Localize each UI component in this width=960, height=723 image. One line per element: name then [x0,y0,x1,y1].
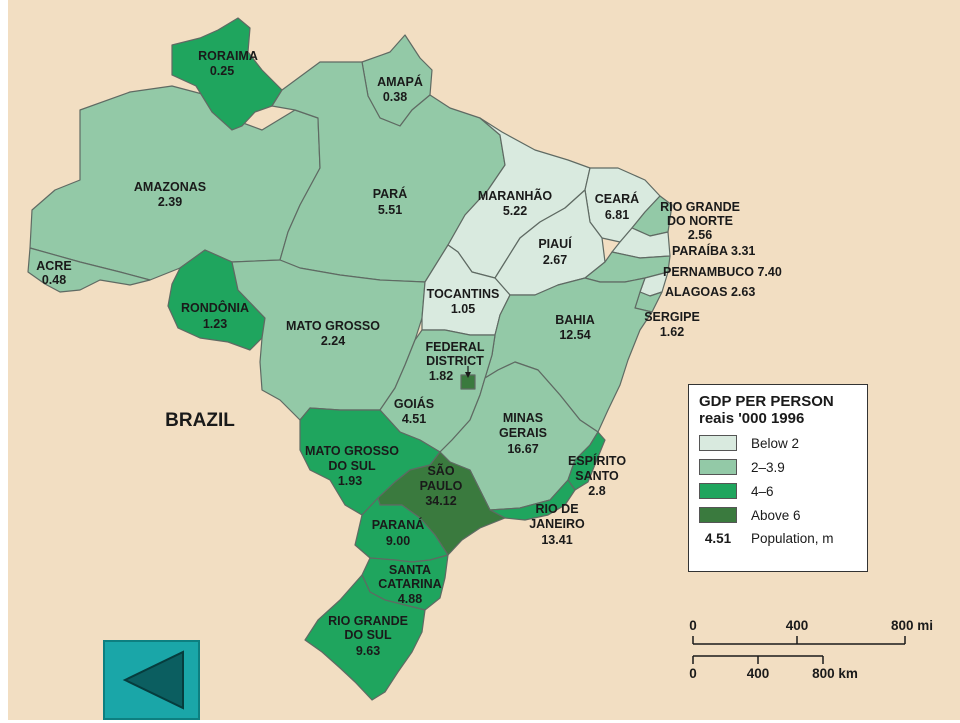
label-df-name1: FEDERAL [425,340,484,354]
state-espirito-santo [567,431,606,491]
country-label: BRAZIL [165,410,235,431]
label-goias-name: GOIÁS [394,396,434,411]
label-sp-pop: 34.12 [425,494,456,508]
label-maranhao-name: MARANHÃO [478,188,553,203]
legend-item: Above 6 [699,507,857,523]
label-ceara-pop: 6.81 [605,208,629,222]
label-rgn-name1: RIO GRANDE [660,200,740,214]
scale-km-tick-2: 800 km [812,666,858,681]
brazil-map: RORAIMA 0.25 AMAPÁ 0.38 AMAZONAS 2.39 PA… [27,17,933,701]
scale-bar: 0 400 800 mi 0 400 800 km [689,618,933,681]
label-df-name2: DISTRICT [426,354,484,368]
label-mgs-name1: MATO GROSSO [305,444,399,458]
state-rio-grande-do-sul [304,574,426,701]
label-mato-grosso-pop: 2.24 [321,334,345,348]
label-rgs-name2: DO SUL [344,628,392,642]
label-amazonas-name: AMAZONAS [134,180,206,194]
legend-item: Below 2 [699,435,857,451]
label-tocantins-name: TOCANTINS [427,287,500,301]
scale-mi-tick-0: 0 [689,618,697,633]
scale-km-tick-1: 400 [747,666,770,681]
label-piaui-pop: 2.67 [543,253,567,267]
label-es-pop: 2.8 [588,484,605,498]
label-para-pop: 5.51 [378,203,402,217]
label-para-name: PARÁ [373,186,408,201]
legend-swatch-above-6 [699,507,737,523]
label-mgs-pop: 1.93 [338,474,362,488]
state-labels: RORAIMA 0.25 AMAPÁ 0.38 AMAZONAS 2.39 PA… [36,49,782,658]
label-parana-pop: 9.00 [386,534,410,548]
label-piaui-name: PIAUÍ [538,236,572,251]
label-rgs-name1: RIO GRANDE [328,614,408,628]
label-mg-name1: MINAS [503,411,543,425]
label-sc-pop: 4.88 [398,592,422,606]
map-frame: RORAIMA 0.25 AMAPÁ 0.38 AMAZONAS 2.39 PA… [8,0,960,720]
label-alagoas: ALAGOAS 2.63 [665,285,755,299]
label-es-name1: ESPÍRITO [568,453,626,468]
label-sergipe-pop: 1.62 [660,325,684,339]
label-mg-name2: GERAIS [499,426,547,440]
label-roraima-pop: 0.25 [210,64,234,78]
label-pernambuco: PERNAMBUCO 7.40 [663,265,782,279]
label-ceara-name: CEARÁ [595,191,639,206]
label-sergipe-name: SERGIPE [644,310,700,324]
state-acre [27,247,151,293]
legend: GDP PER PERSON reais '000 1996 Below 2 2… [688,384,868,572]
label-amapa-name: AMAPÁ [377,74,423,89]
label-goias-pop: 4.51 [402,412,426,426]
scale-km-tick-0: 0 [689,666,697,681]
legend-population-label: Population, m [751,531,834,546]
label-rgn-name2: DO NORTE [667,214,733,228]
legend-label: 4–6 [751,483,774,499]
label-bahia-pop: 12.54 [559,328,590,342]
legend-population-sample: 4.51 [704,531,732,546]
label-maranhao-pop: 5.22 [503,204,527,218]
legend-item: 4–6 [699,483,857,499]
legend-item: 2–3.9 [699,459,857,475]
label-rj-name1: RIO DE [535,502,578,516]
scale-mi-tick-1: 400 [786,618,809,633]
label-roraima-name: RORAIMA [198,49,258,63]
label-sc-name2: CATARINA [378,577,441,591]
legend-label: 2–3.9 [751,459,785,475]
legend-label: Below 2 [751,435,800,451]
legend-item-population: 4.51 Population, m [699,531,857,546]
df-pointer-arrow [465,372,471,378]
legend-swatch-2-3-9 [699,459,737,475]
label-acre-name: ACRE [36,259,71,273]
legend-title-line2: reais '000 1996 [699,410,805,427]
legend-swatch-below-2 [699,435,737,451]
label-sc-name1: SANTA [389,563,431,577]
label-amazonas-pop: 2.39 [158,195,182,209]
label-parana-name: PARANÁ [372,517,425,532]
label-amapa-pop: 0.38 [383,90,407,104]
label-mgs-name2: DO SUL [328,459,376,473]
label-rgs-pop: 9.63 [356,644,380,658]
label-tocantins-pop: 1.05 [451,302,475,316]
label-rj-name2: JANEIRO [529,517,585,531]
legend-title-line1: GDP PER PERSON [699,393,834,410]
label-acre-pop: 0.48 [42,273,66,287]
label-paraiba: PARAÍBA 3.31 [672,243,755,258]
label-es-name2: SANTO [575,469,619,483]
label-bahia-name: BAHIA [555,313,595,327]
label-rgn-pop: 2.56 [688,228,712,242]
label-mato-grosso-name: MATO GROSSO [286,319,380,333]
label-rondonia-name: RONDÔNIA [181,300,249,315]
label-rondonia-pop: 1.23 [203,317,227,331]
legend-swatch-4-6 [699,483,737,499]
label-df-pop: 1.82 [429,369,453,383]
back-button[interactable] [103,640,200,720]
label-sp-name2: PAULO [420,479,463,493]
label-rj-pop: 13.41 [541,533,572,547]
left-triangle-icon [122,650,184,710]
legend-label: Above 6 [751,507,801,523]
label-mg-pop: 16.67 [507,442,538,456]
scale-mi-tick-2: 800 mi [891,618,933,633]
label-sp-name1: SÃO [427,463,454,478]
